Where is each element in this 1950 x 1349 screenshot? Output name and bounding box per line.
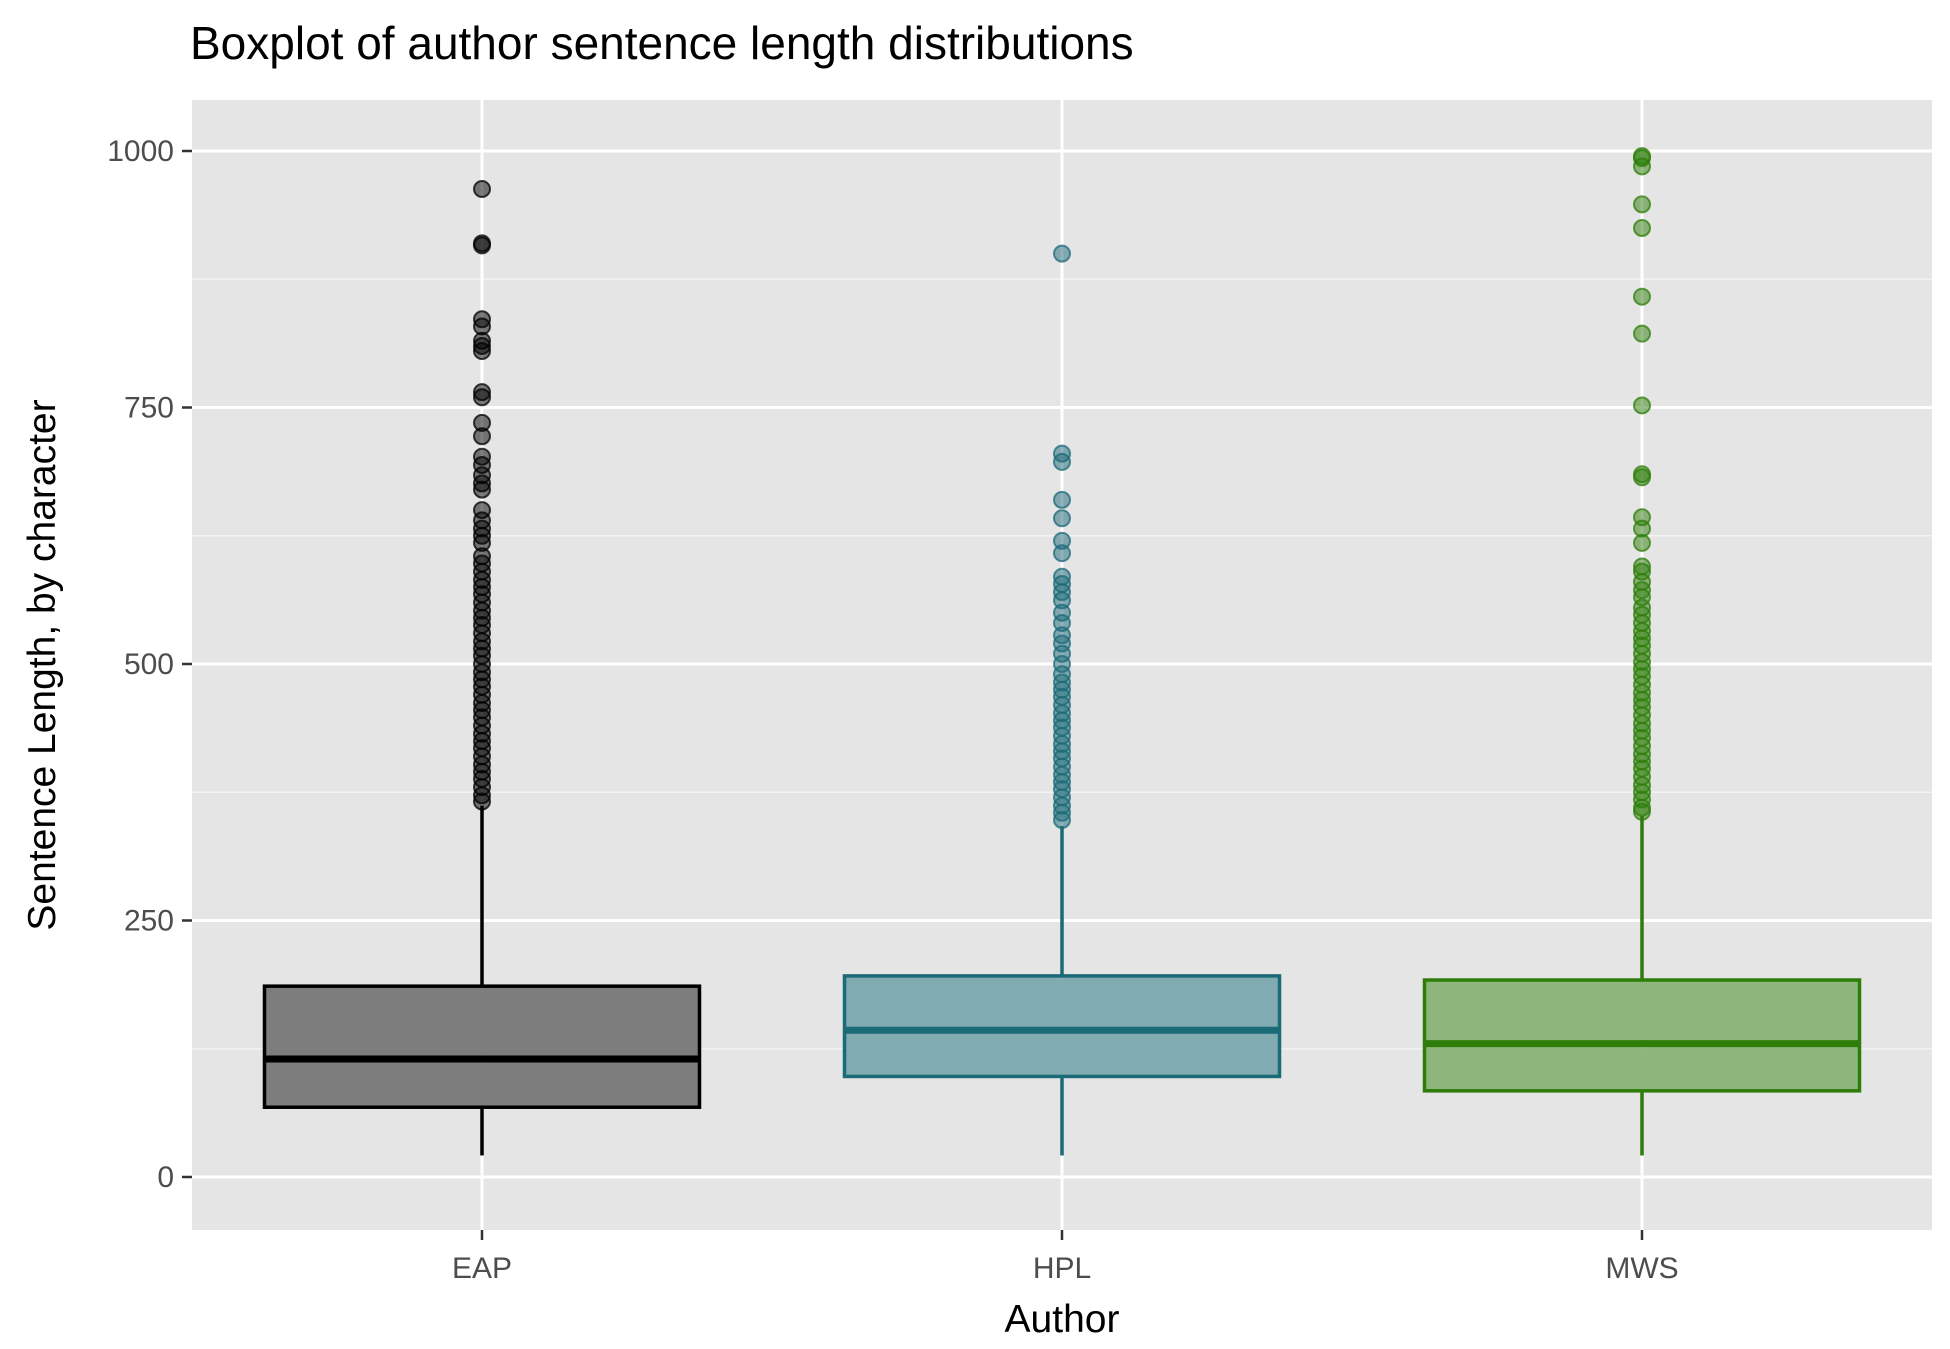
outlier-point [473, 342, 491, 361]
outlier-point [1633, 468, 1651, 487]
x-tick-label: EAP [452, 1252, 512, 1285]
outlier-point [1633, 287, 1651, 306]
box [842, 974, 1282, 1079]
x-axis: EAP HPL MWS [452, 1230, 1679, 1285]
outlier-point [473, 388, 491, 407]
outlier-point [1633, 533, 1651, 552]
y-tick-label: 750 [124, 392, 174, 425]
outlier-point [1053, 490, 1071, 509]
box-group-eap [262, 179, 702, 1156]
y-tick-label: 0 [157, 1161, 174, 1194]
outlier-point [1053, 244, 1071, 263]
outlier-point [1053, 452, 1071, 471]
outlier-point [1633, 218, 1651, 237]
y-axis: 0 250 500 750 1000 [107, 135, 192, 1194]
outlier-point [1633, 195, 1651, 214]
outlier-point [1633, 157, 1651, 176]
y-tick-label: 500 [124, 648, 174, 681]
outlier-point [1053, 810, 1071, 829]
x-tick-label: HPL [1033, 1252, 1091, 1285]
outlier-point [1633, 802, 1651, 821]
chart-title: Boxplot of author sentence length distri… [190, 17, 1134, 69]
outlier-point [1633, 396, 1651, 415]
outlier-point [1053, 509, 1071, 528]
outlier-point [473, 792, 491, 811]
outlier-point [473, 179, 491, 198]
y-axis-title: Sentence Length, by character [21, 399, 64, 930]
box [262, 984, 702, 1109]
outlier-point [473, 480, 491, 499]
box-group-hpl [842, 244, 1282, 1156]
outlier-point [473, 427, 491, 446]
outlier-point [473, 236, 491, 255]
x-axis-title: Author [1005, 1298, 1120, 1341]
y-tick-label: 250 [124, 905, 174, 938]
outlier-point [1053, 544, 1071, 563]
x-tick-label: MWS [1605, 1252, 1678, 1285]
box [1422, 978, 1862, 1093]
outlier-point [1633, 324, 1651, 343]
box-layer [262, 147, 1862, 1156]
y-tick-label: 1000 [107, 135, 174, 168]
box-group-mws [1422, 147, 1862, 1156]
